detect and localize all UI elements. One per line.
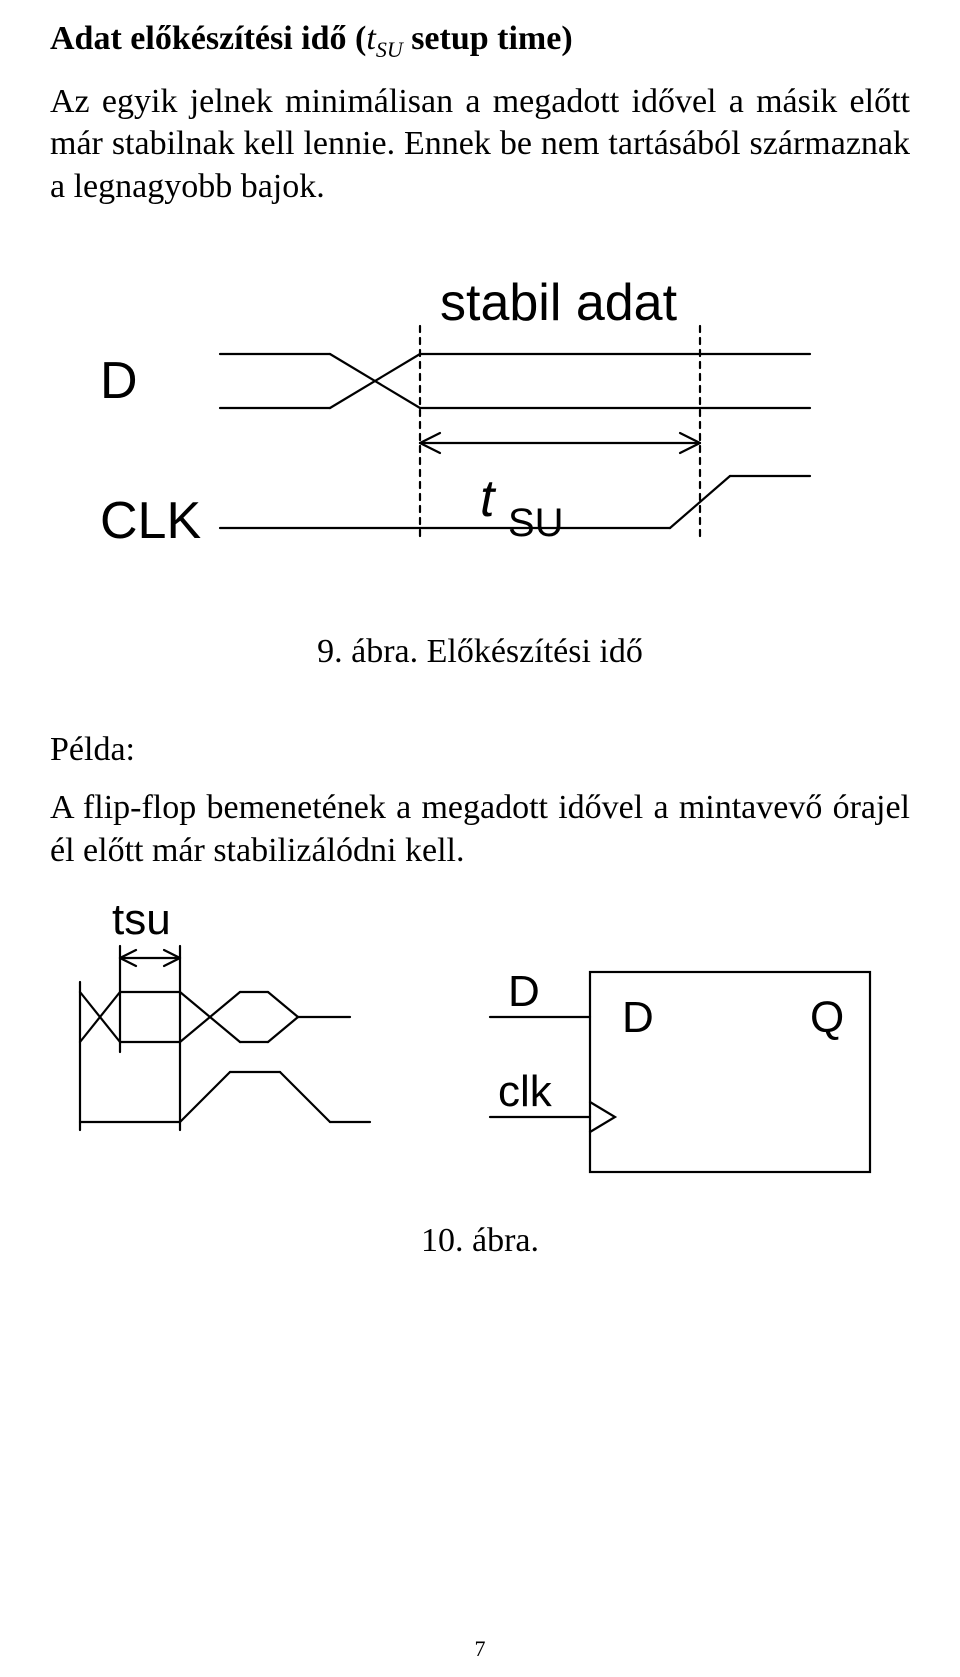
example-label: Példa: [50,731,910,769]
figure-10-caption: 10. ábra. [50,1222,910,1260]
title-var: t [366,20,375,57]
fig10-tsu-label: tsu [112,902,171,944]
fig10-dwire-label: D [508,967,540,1016]
paragraph-2: A flip-flop bemenetének a megadott időve… [50,787,910,872]
page-number: 7 [0,1636,960,1662]
fig9-tsub-label: SU [508,501,564,545]
fig9-t-label: t [480,470,497,528]
figure-9-caption: 9. ábra. Előkészítési idő [50,633,910,671]
fig10-qport-label: Q [810,993,844,1042]
figure-10-diagram: tsu D clk D Q 10. ábra. [50,902,910,1260]
figure-9-diagram: stabil adat D CLK t SU [90,268,870,603]
fig10-dport-label: D [622,993,654,1042]
page-title: Adat előkészítési idő (tSU setup time) [50,20,910,63]
fig10-clk-label: clk [498,1067,553,1116]
title-prefix: Adat előkészítési idő ( [50,20,366,57]
paragraph-1: Az egyik jelnek minimálisan a megadott i… [50,81,910,209]
title-sub: SU [376,37,403,62]
title-suffix: setup time) [403,20,573,57]
fig9-stabil-adat-label: stabil adat [440,274,678,332]
fig9-clk-label: CLK [100,492,201,550]
fig9-d-label: D [100,352,138,410]
